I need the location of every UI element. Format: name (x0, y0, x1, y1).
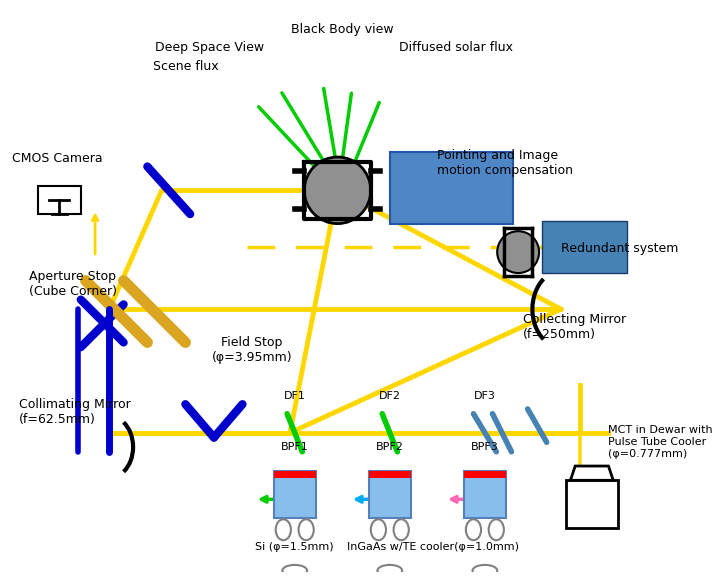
Text: Diffused solar flux: Diffused solar flux (399, 40, 513, 53)
Text: InGaAs w/TE cooler(φ=1.0mm): InGaAs w/TE cooler(φ=1.0mm) (347, 541, 518, 551)
Text: Collimating Mirror
(f=62.5mm): Collimating Mirror (f=62.5mm) (19, 398, 131, 426)
Text: BPF1: BPF1 (281, 442, 308, 452)
Bar (369, 471, 411, 519)
Bar (369, 471, 411, 478)
Polygon shape (571, 466, 613, 481)
Text: Pointing and Image
motion compensation: Pointing and Image motion compensation (438, 149, 574, 177)
Bar (38, 186, 81, 214)
FancyBboxPatch shape (390, 152, 513, 224)
Bar (464, 471, 506, 478)
Text: Si (φ=1.5mm): Si (φ=1.5mm) (255, 541, 334, 551)
Bar (274, 471, 316, 478)
Circle shape (497, 231, 539, 273)
Text: Redundant system: Redundant system (561, 242, 678, 255)
Text: BPF3: BPF3 (471, 442, 499, 452)
Text: Aperture Stop
(Cube Corner): Aperture Stop (Cube Corner) (28, 270, 116, 298)
Text: DF3: DF3 (474, 391, 496, 401)
Text: MCT in Dewar with
Pulse Tube Cooler
(φ=0.777mm): MCT in Dewar with Pulse Tube Cooler (φ=0… (608, 425, 713, 458)
Text: Deep Space View: Deep Space View (155, 40, 264, 53)
Bar (566, 481, 618, 528)
Text: CMOS Camera: CMOS Camera (12, 152, 103, 165)
Bar (274, 471, 316, 519)
Text: DF1: DF1 (284, 391, 305, 401)
Text: BPF2: BPF2 (376, 442, 403, 452)
Text: Collecting Mirror
(f=250mm): Collecting Mirror (f=250mm) (523, 313, 626, 340)
Circle shape (304, 157, 371, 224)
FancyBboxPatch shape (542, 221, 627, 273)
Bar (464, 471, 506, 519)
Text: Black Body view: Black Body view (291, 23, 393, 36)
Text: Field Stop
(φ=3.95mm): Field Stop (φ=3.95mm) (212, 336, 292, 364)
Text: DF2: DF2 (379, 391, 401, 401)
Text: Scene flux: Scene flux (153, 60, 218, 73)
